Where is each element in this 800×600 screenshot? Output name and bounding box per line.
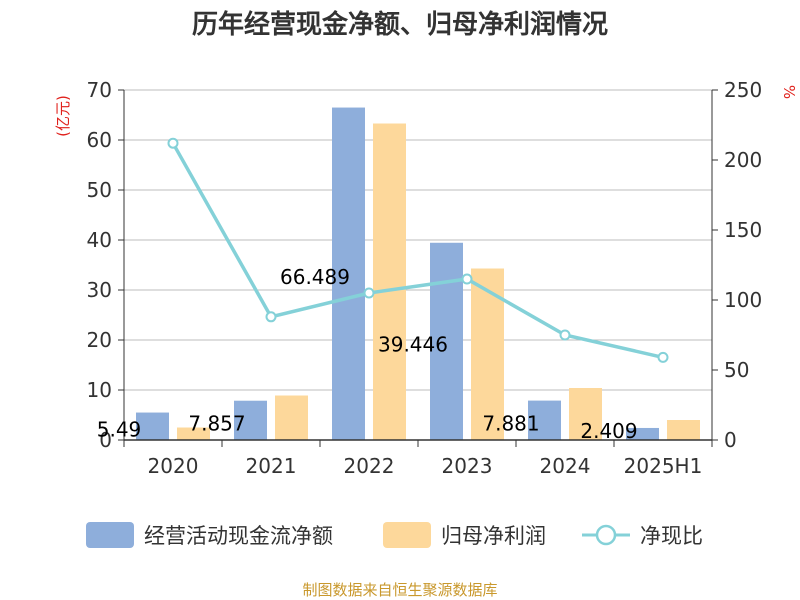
bar-data-label: 39.446 — [378, 332, 448, 356]
left-axis-tick-label: 40 — [87, 228, 112, 252]
left-axis-unit: (亿元) — [54, 95, 72, 137]
left-axis-tick-label: 70 — [87, 78, 112, 102]
x-axis-tick-label: 2021 — [246, 454, 297, 478]
right-axis-tick-label: 200 — [724, 148, 762, 172]
ratio-point — [265, 311, 277, 323]
ratio-point — [461, 273, 473, 285]
bar-cashflow — [430, 242, 463, 440]
legend: 经营活动现金流净额 归母净利润 净现比 — [86, 522, 703, 548]
bar-data-label: 7.881 — [482, 411, 539, 435]
left-axis-tick-label: 10 — [87, 378, 112, 402]
right-axis-tick-label: 100 — [724, 288, 762, 312]
bar-net-profit — [373, 123, 406, 440]
bar-cashflow — [136, 412, 169, 440]
ratio-point — [657, 351, 669, 363]
bar-net-profit — [177, 427, 210, 440]
right-axis-unit: % — [780, 85, 798, 99]
legend-swatch-cashflow — [86, 522, 134, 548]
legend-label-net-profit: 归母净利润 — [441, 524, 546, 548]
bar-net-profit — [667, 420, 700, 440]
left-axis-tick-label: 30 — [87, 278, 112, 302]
bar-data-label: 66.489 — [280, 265, 350, 289]
bar-data-label: 5.49 — [97, 417, 142, 441]
data-labels: 5.49 7.857 66.489 39.446 7.881 2.409 — [97, 265, 638, 443]
left-axis-tick-label: 0 — [99, 428, 112, 452]
legend-label-ratio: 净现比 — [640, 524, 703, 548]
bars — [136, 107, 700, 441]
left-axis-tick-label: 60 — [87, 128, 112, 152]
gridlines — [124, 89, 712, 391]
axes: 0 10 20 30 40 50 60 70 0 50 100 150 200 250 2020 2021 20… — [87, 78, 763, 478]
line-series — [167, 137, 669, 363]
right-axis-tick-label: 0 — [724, 428, 737, 452]
right-axis-tick-label: 50 — [724, 358, 749, 382]
ratio-point — [559, 329, 571, 341]
bar-net-profit — [275, 395, 308, 440]
chart-title: 历年经营现金净额、归母净利润情况 — [192, 9, 608, 40]
x-axis-tick-label: 2025H1 — [624, 454, 703, 478]
bar-cashflow — [332, 107, 365, 441]
ratio-point — [167, 137, 179, 149]
source-note: 制图数据来自恒生聚源数据库 — [302, 581, 497, 599]
x-axis-tick-label: 2023 — [442, 454, 493, 478]
right-axis-tick-label: 150 — [724, 218, 762, 242]
bar-cashflow — [528, 400, 561, 440]
legend-marker-ratio — [595, 524, 617, 546]
x-axis-tick-label: 2022 — [344, 454, 395, 478]
bar-data-label: 7.857 — [188, 411, 245, 435]
bar-cashflow — [234, 400, 267, 440]
legend-label-cashflow: 经营活动现金流净额 — [144, 524, 333, 548]
left-axis-tick-label: 20 — [87, 328, 112, 352]
bar-data-label: 2.409 — [580, 419, 637, 443]
x-axis-tick-label: 2020 — [148, 454, 199, 478]
bar-cashflow — [626, 427, 659, 440]
legend-swatch-net-profit — [383, 522, 431, 548]
left-axis-tick-label: 50 — [87, 178, 112, 202]
ratio-line — [171, 142, 664, 360]
bar-net-profit — [569, 388, 602, 440]
x-axis-tick-label: 2024 — [540, 454, 591, 478]
ratio-point — [363, 287, 375, 299]
right-axis-tick-label: 250 — [724, 78, 762, 102]
